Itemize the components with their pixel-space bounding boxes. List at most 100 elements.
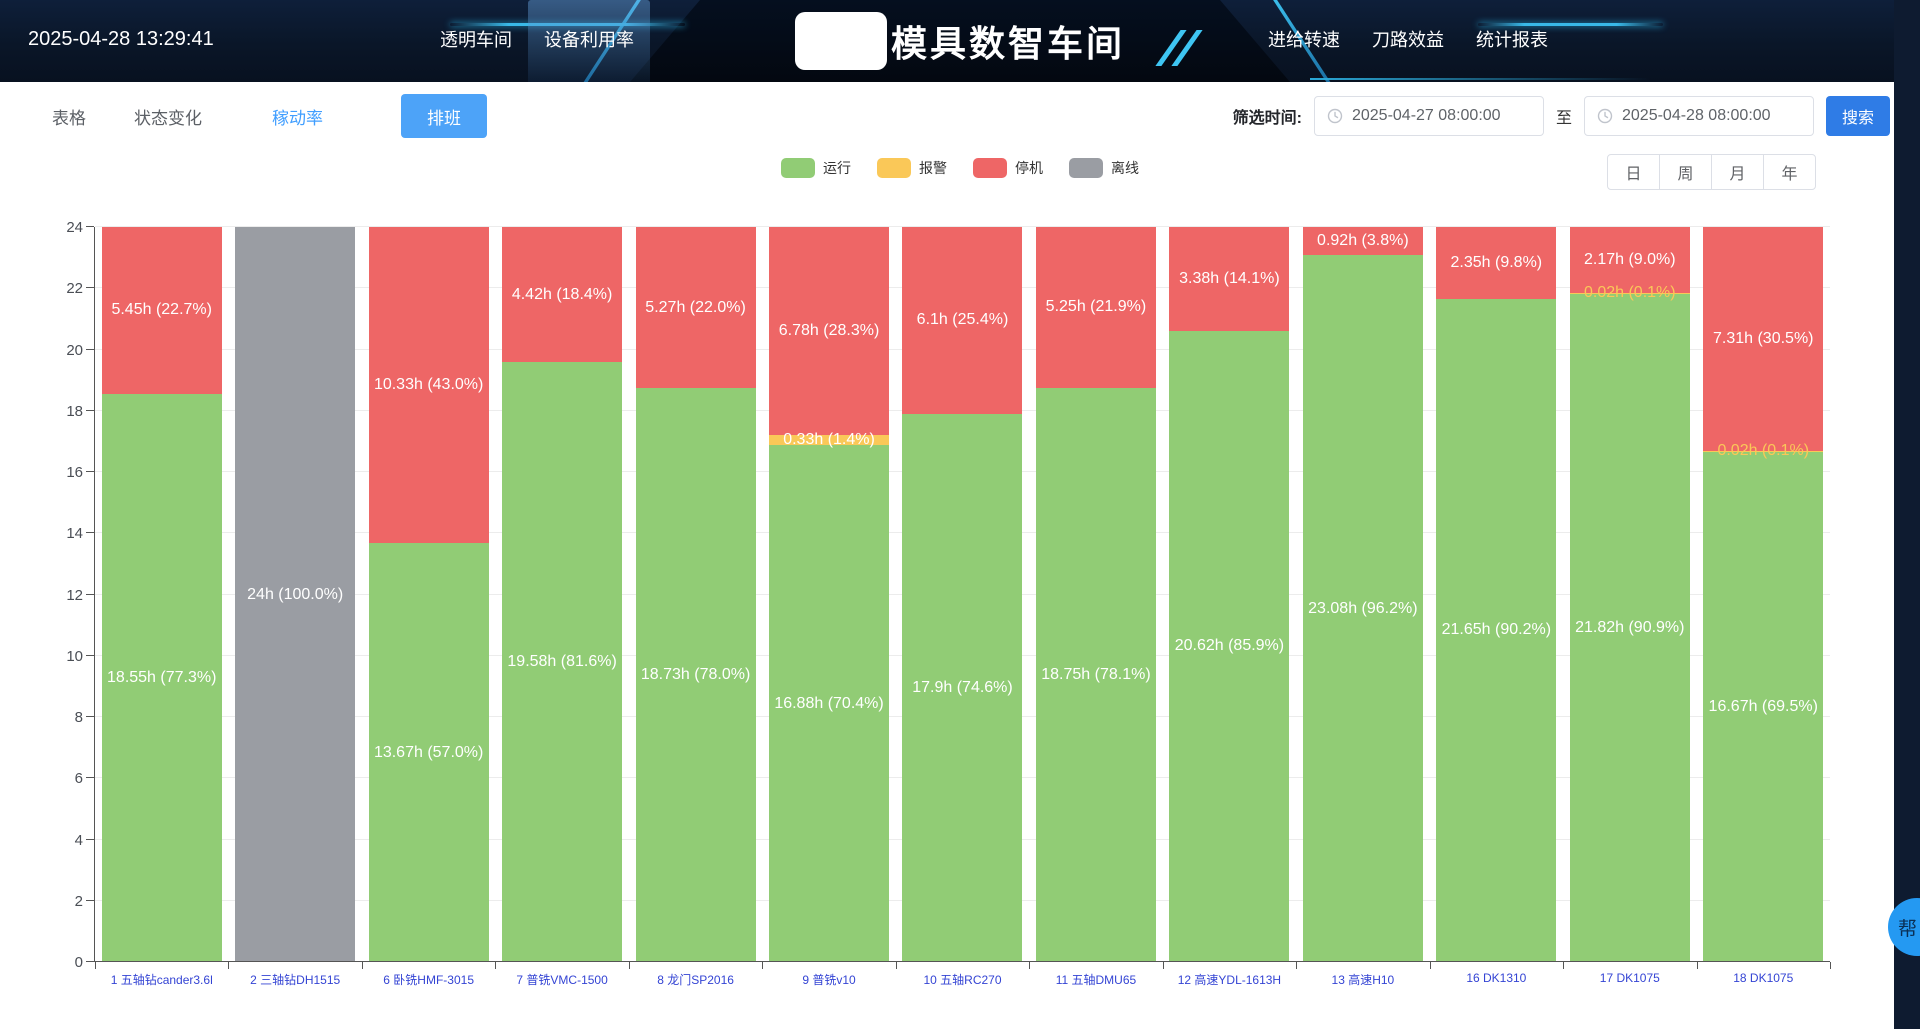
bar-segment-运行[interactable]: 23.08h (96.2%) (1302, 255, 1423, 962)
bar-segment-停机[interactable]: 5.27h (22.0%) (635, 227, 756, 389)
header-tab-进给转速[interactable]: 进给转速 (1268, 30, 1340, 50)
x-axis-category-label[interactable]: 6 卧铣HMF-3015 (383, 973, 474, 987)
legend-item-报警[interactable]: 报警 (877, 158, 947, 178)
y-axis-label: 24 (66, 219, 83, 236)
legend-item-运行[interactable]: 运行 (781, 158, 851, 178)
tab-稼动率[interactable]: 稼动率 (246, 81, 349, 152)
bar-segment-运行[interactable]: 18.55h (77.3%) (101, 393, 222, 962)
x-axis-category-label[interactable]: 18 DK1075 (1733, 971, 1794, 985)
bar-column: 23.08h (96.2%) 0.92h (3.8%) 13 高速H10 (1296, 227, 1429, 987)
bar-segment-停机[interactable]: 2.35h (9.8%) (1436, 227, 1557, 299)
x-axis-category-label[interactable]: 1 五轴钻cander3.6l (110, 973, 213, 987)
stacked-bar[interactable]: 18.75h (78.1%) 5.25h (21.9%) (1035, 227, 1156, 962)
bar-segment-运行[interactable]: 18.73h (78.0%) (635, 388, 756, 962)
stacked-bar[interactable]: 16.67h (69.5%) 0.02h (0.1%) 7.31h (30.5%) (1703, 227, 1824, 962)
bar-segment-运行[interactable]: 17.9h (74.6%) (902, 413, 1023, 962)
stacked-bar[interactable]: 24h (100.0%) (235, 227, 356, 962)
stacked-bar[interactable]: 18.73h (78.0%) 5.27h (22.0%) (635, 227, 756, 962)
x-axis-category-label[interactable]: 8 龙门SP2016 (657, 973, 734, 987)
stacked-bar[interactable]: 21.65h (90.2%) 2.35h (9.8%) (1436, 227, 1557, 962)
x-axis-category-label[interactable]: 10 五轴RC270 (923, 973, 1002, 987)
stacked-bar[interactable]: 18.55h (77.3%) 5.45h (22.7%) (101, 227, 222, 962)
bar-segment-运行[interactable]: 16.88h (70.4%) (769, 445, 890, 962)
start-time-input[interactable]: 2025-04-27 08:00:00 (1313, 96, 1544, 136)
bar-column: 18.75h (78.1%) 5.25h (21.9%) 11 五轴DMU65 (1029, 227, 1162, 987)
x-axis-tick (628, 962, 630, 969)
stacked-bar[interactable]: 19.58h (81.6%) 4.42h (18.4%) (502, 227, 623, 962)
x-axis-category-label[interactable]: 12 高速YDL-1613H (1177, 973, 1282, 987)
bar-segment-离线[interactable]: 24h (100.0%) (235, 227, 356, 962)
bar-segment-运行[interactable]: 13.67h (57.0%) (368, 543, 489, 962)
bar-segment-停机[interactable]: 0.92h (3.8%) (1302, 227, 1423, 256)
bar-segment-label: 24h (100.0%) (247, 585, 344, 603)
bar-segment-label: 3.38h (14.1%) (1179, 269, 1280, 287)
x-axis-tick (1429, 962, 1431, 969)
bar-segment-报警[interactable]: 0.33h (1.4%) (769, 431, 890, 448)
bar-segment-label: 5.25h (21.9%) (1045, 298, 1147, 316)
header-tab-设备利用率[interactable]: 设备利用率 (528, 0, 650, 82)
search-button[interactable]: 搜索 (1826, 96, 1890, 136)
y-axis-label: 16 (66, 464, 83, 482)
bar-segment-运行[interactable]: 21.65h (90.2%) (1436, 298, 1557, 962)
header-decor-line-left (450, 23, 685, 26)
period-button-周[interactable]: 周 (1659, 154, 1712, 190)
tab-状态变化[interactable]: 状态变化 (134, 108, 202, 128)
y-axis-label: 10 (66, 647, 83, 665)
period-button-日[interactable]: 日 (1607, 154, 1660, 190)
bar-segment-运行[interactable]: 18.75h (78.1%) (1035, 387, 1156, 962)
bar-segment-label: 6.78h (28.3%) (778, 322, 880, 340)
bar-segment-停机[interactable]: 5.25h (21.9%) (1035, 227, 1156, 388)
x-axis-category-label[interactable]: 11 五轴DMU65 (1055, 973, 1137, 987)
view-tabs: 表格 状态变化 稼动率 (48, 81, 389, 152)
bar-segment-停机[interactable]: 6.1h (25.4%) (902, 227, 1023, 414)
tab-表格[interactable]: 表格 (52, 108, 86, 128)
header-tab-统计报表[interactable]: 统计报表 (1476, 30, 1548, 50)
bar-segment-运行[interactable]: 19.58h (81.6%) (502, 362, 623, 962)
legend-item-停机[interactable]: 停机 (973, 158, 1043, 178)
x-axis-category-label[interactable]: 16 DK1310 (1466, 971, 1527, 985)
x-axis-category-label[interactable]: 2 三轴钻DH1515 (250, 973, 341, 987)
y-axis-label: 20 (66, 341, 83, 359)
bar-segment-停机[interactable]: 2.17h (9.0%) (1569, 226, 1690, 294)
bar-segment-报警[interactable]: 0.02h (0.1%) (1703, 442, 1824, 459)
bar-segment-label: 19.58h (81.6%) (507, 653, 617, 671)
bar-segment-运行[interactable]: 20.62h (85.9%) (1169, 330, 1290, 962)
bar-segment-label: 16.88h (70.4%) (774, 694, 884, 712)
bar-column: 16.67h (69.5%) 0.02h (0.1%) 7.31h (30.5%) 1… (1697, 227, 1830, 985)
x-axis-category-label[interactable]: 17 DK1075 (1599, 971, 1660, 985)
legend-item-离线[interactable]: 离线 (1069, 158, 1139, 178)
bar-column: 21.65h (90.2%) 2.35h (9.8%) 16 DK1310 (1430, 227, 1563, 985)
stacked-bar[interactable]: 17.9h (74.6%) 6.1h (25.4%) (902, 227, 1023, 962)
y-axis-label: 0 (74, 954, 83, 971)
x-axis-tick (1563, 962, 1565, 969)
stacked-bar[interactable]: 23.08h (96.2%) 0.92h (3.8%) (1302, 227, 1423, 962)
x-axis-category-label[interactable]: 9 普铣v10 (802, 973, 856, 987)
y-axis-label: 18 (66, 402, 83, 420)
header-tab-透明车间[interactable]: 透明车间 (440, 30, 512, 50)
y-axis-tick (86, 777, 94, 779)
bar-segment-停机[interactable]: 3.38h (14.1%) (1169, 227, 1290, 331)
bar-segment-运行[interactable]: 21.82h (90.9%) (1569, 293, 1690, 962)
x-axis-category-label[interactable]: 7 普铣VMC-1500 (516, 973, 608, 987)
stacked-bar[interactable]: 20.62h (85.9%) 3.38h (14.1%) (1169, 227, 1290, 962)
period-button-月[interactable]: 月 (1711, 154, 1764, 190)
stacked-bar[interactable]: 13.67h (57.0%) 10.33h (43.0%) (368, 227, 489, 962)
bar-segment-停机[interactable]: 10.33h (43.0%) (368, 227, 489, 544)
x-axis-category-label[interactable]: 13 高速H10 (1331, 973, 1395, 987)
bar-segment-停机[interactable]: 6.78h (28.3%) (769, 227, 890, 435)
bar-segment-停机[interactable]: 7.31h (30.5%) (1703, 227, 1824, 451)
header-tab-刀路效益[interactable]: 刀路效益 (1372, 30, 1444, 50)
schedule-button[interactable]: 排班 (401, 94, 487, 138)
bar-column: 18.55h (77.3%) 5.45h (22.7%) 1 五轴钻cander3.… (95, 227, 228, 987)
bar-segment-停机[interactable]: 4.42h (18.4%) (502, 227, 623, 363)
period-button-年[interactable]: 年 (1763, 154, 1816, 190)
bar-segment-label: 16.67h (69.5%) (1708, 697, 1818, 715)
stacked-bar[interactable]: 16.88h (70.4%) 0.33h (1.4%) 6.78h (28.3%) (769, 227, 890, 962)
y-axis-label: 4 (74, 831, 83, 849)
stacked-bar[interactable]: 21.82h (90.9%) 0.02h (0.1%) 2.17h (9.0%) (1569, 226, 1690, 962)
bar-segment-报警[interactable]: 0.02h (0.1%) (1569, 284, 1690, 301)
bar-segment-运行[interactable]: 16.67h (69.5%) (1703, 451, 1824, 962)
bar-segment-停机[interactable]: 5.45h (22.7%) (101, 227, 222, 394)
y-axis-label: 12 (66, 586, 83, 604)
end-time-input[interactable]: 2025-04-28 08:00:00 (1584, 96, 1814, 136)
